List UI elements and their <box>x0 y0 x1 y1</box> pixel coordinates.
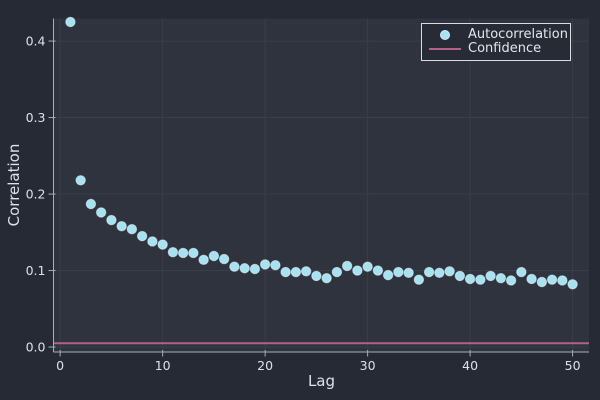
y-tick-label: 0.3 <box>26 110 46 125</box>
x-tick-label: 20 <box>257 358 273 373</box>
y-tick-label: 0.1 <box>26 263 46 278</box>
x-tick-label: 10 <box>155 358 171 373</box>
legend-entry-autocorrelation: Autocorrelation <box>422 28 570 42</box>
scatter-marker-icon <box>440 30 450 40</box>
y-tick-label: 0.0 <box>26 339 46 354</box>
legend-entry-confidence: Confidence <box>422 42 570 56</box>
legend-label-confidence: Confidence <box>468 41 542 56</box>
hline-icon <box>429 48 461 50</box>
legend: Autocorrelation Confidence <box>421 23 571 61</box>
legend-icon-cell <box>422 30 468 40</box>
x-tick-label: 50 <box>565 358 581 373</box>
x-tick-label: 30 <box>360 358 376 373</box>
y-tick-label: 0.4 <box>26 33 46 48</box>
x-axis-label: Lag <box>307 372 336 390</box>
legend-icon-cell <box>422 48 468 50</box>
y-axis-label: Correlation <box>5 143 23 227</box>
y-tick-label: 0.2 <box>26 186 46 201</box>
x-tick-label: 0 <box>56 358 64 373</box>
x-tick-label: 40 <box>462 358 478 373</box>
legend-label-autocorrelation: Autocorrelation <box>468 27 568 42</box>
